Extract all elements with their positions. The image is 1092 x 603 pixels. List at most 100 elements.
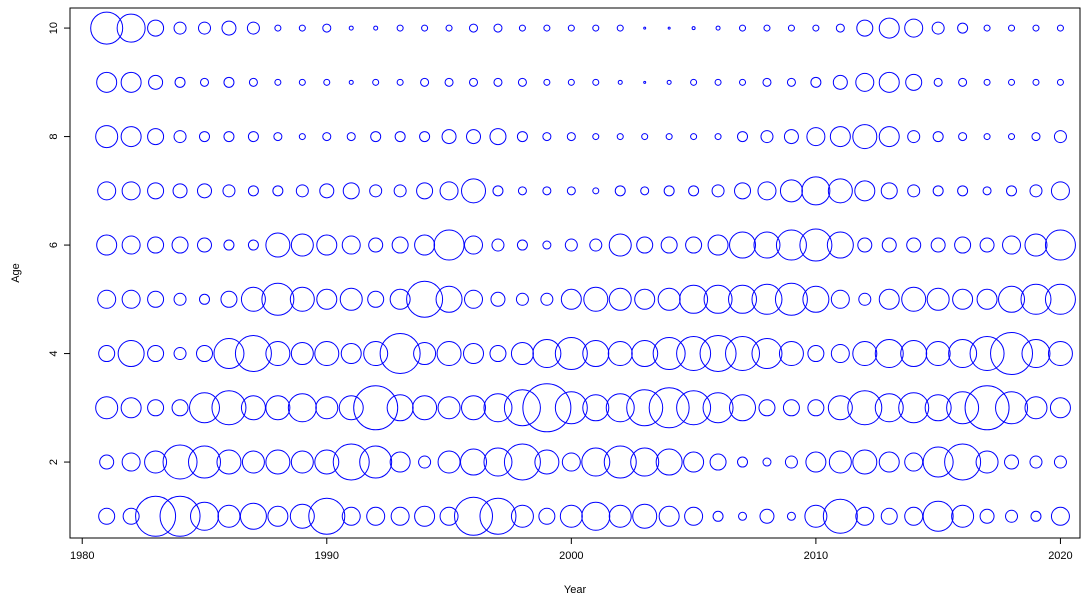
bubble — [412, 395, 438, 421]
bubble — [900, 340, 928, 368]
bubble — [489, 345, 507, 363]
bubble — [858, 292, 872, 306]
bubble — [265, 341, 291, 367]
bubble — [414, 234, 436, 256]
bubble — [592, 78, 600, 86]
bubble — [729, 394, 757, 422]
bubble — [517, 77, 527, 87]
bubble — [116, 13, 146, 43]
bubble — [907, 184, 921, 198]
bubble — [543, 24, 551, 32]
bubble — [626, 389, 664, 427]
bubble — [121, 235, 141, 255]
bubble — [990, 332, 1034, 376]
bubble — [854, 180, 876, 202]
bubble — [122, 507, 140, 525]
bubble — [690, 133, 698, 141]
bubble — [367, 290, 385, 308]
bubble — [703, 284, 733, 314]
bubble — [247, 131, 259, 143]
bubble — [346, 132, 356, 142]
bubble — [510, 342, 534, 366]
bubble — [171, 399, 189, 417]
bubble — [287, 393, 317, 423]
bubble — [97, 181, 117, 201]
bubble — [995, 391, 1029, 425]
bubble — [714, 78, 722, 86]
bubble — [359, 445, 393, 479]
x-tick-label: 2010 — [804, 550, 828, 562]
bubble — [605, 393, 635, 423]
bubble — [96, 71, 118, 93]
bubble — [757, 181, 777, 201]
bubble — [640, 186, 650, 196]
bubble — [1049, 397, 1071, 419]
bubble — [753, 231, 781, 259]
bubble — [96, 234, 118, 256]
bubble — [420, 77, 430, 87]
x-tick-label: 2020 — [1048, 550, 1072, 562]
bubble — [445, 24, 453, 32]
bubble — [1008, 24, 1016, 32]
bubble — [566, 132, 576, 142]
bubble — [592, 187, 600, 195]
y-tick-label: 2 — [48, 459, 60, 465]
bubble — [1053, 130, 1067, 144]
bubble — [323, 78, 331, 86]
bubble — [315, 396, 339, 420]
bubble — [171, 236, 189, 254]
bubble — [852, 341, 878, 367]
bubble — [461, 178, 487, 204]
bubble — [856, 19, 874, 37]
bubble — [308, 497, 346, 535]
bubble — [581, 447, 611, 477]
bubble — [223, 76, 235, 88]
bubble — [454, 496, 494, 536]
bubble — [948, 339, 978, 369]
bubble — [435, 285, 463, 313]
bubble — [1056, 24, 1064, 32]
bubble — [739, 24, 747, 32]
bubble — [241, 450, 265, 474]
bubble — [684, 506, 704, 526]
bubble — [636, 236, 654, 254]
bubble — [463, 343, 485, 365]
bubble — [832, 74, 848, 90]
bubble — [147, 236, 165, 254]
bubble — [220, 290, 238, 308]
bubble — [368, 237, 384, 253]
x-tick-label: 2000 — [559, 550, 583, 562]
bubble — [630, 447, 660, 477]
bubble — [433, 229, 465, 261]
bubble — [904, 506, 924, 526]
bubble — [173, 347, 187, 361]
bubble — [421, 24, 429, 32]
bubble — [759, 508, 775, 524]
bubble — [667, 26, 671, 30]
bubble — [240, 286, 266, 312]
bubble — [805, 451, 827, 473]
bubble — [117, 340, 145, 368]
bubble — [197, 237, 213, 253]
bubble — [341, 235, 361, 255]
bubble — [878, 126, 900, 148]
bubble — [904, 18, 924, 38]
bubble — [957, 22, 969, 34]
bubble — [190, 501, 220, 531]
bubble — [223, 239, 235, 251]
bubble — [1053, 455, 1067, 469]
bubble — [982, 186, 992, 196]
bubble — [762, 457, 772, 467]
bubble — [1032, 78, 1040, 86]
bubble — [516, 239, 528, 251]
bubble — [121, 289, 141, 309]
bubble — [711, 184, 725, 198]
bubble — [592, 24, 600, 32]
bubble — [648, 387, 690, 429]
bubble — [925, 341, 951, 367]
bubble — [379, 333, 421, 375]
bubble — [121, 452, 141, 472]
bubble — [373, 25, 379, 31]
bubble — [489, 128, 507, 146]
